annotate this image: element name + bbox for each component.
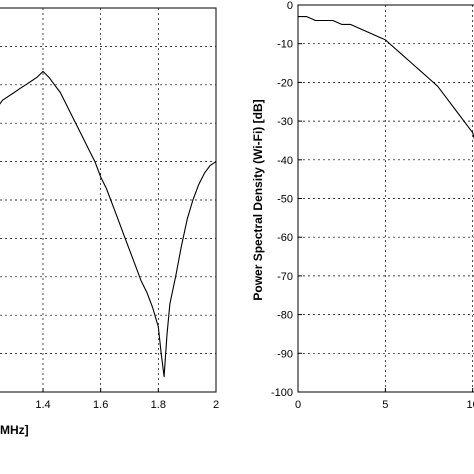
right-y-tick-label: -50 [277,194,293,206]
right-y-tick-label: -80 [277,310,293,322]
right-y-tick-label: -30 [277,116,293,128]
right-x-tick-label: 0 [295,399,301,411]
right-y-tick-label: -100 [271,387,293,399]
right-x-tick-label: 10 [467,399,474,411]
left-x-tick-label: 2 [213,399,219,411]
right-y-tick-label: -10 [277,39,293,51]
left-chart-panel: 1.21.41.61.82 MHz] [0,7,219,437]
right-y-tick-label: 0 [287,0,293,12]
left-plot-frame [0,7,217,393]
right-grid [298,5,474,392]
left-x-tick-label: 1.4 [35,399,50,411]
right-series-line [298,16,474,140]
right-x-tick-labels: 0 5 10 [295,388,474,411]
right-y-tick-label: -40 [277,155,293,167]
right-y-tick-labels: 0 -10 -20 -30 -40 -50 -60 -70 -80 -90 -100 [271,0,302,399]
right-y-tick-label: -60 [277,232,293,244]
right-y-tick-label: -90 [277,348,293,360]
right-y-axis-label: Power Spectral Density (Wi-Fi) [dB] [251,99,265,300]
left-x-axis-label: MHz] [0,423,29,437]
right-y-tick-label: -20 [277,77,293,89]
left-grid [0,8,216,392]
left-x-tick-label: 1.6 [93,399,108,411]
left-x-tick-label: 1.8 [151,399,166,411]
right-chart-panel: 0 -10 -20 -30 -40 -50 -60 -70 -80 -90 -100 0 5 10 Po… [251,0,474,411]
right-x-tick-label: 5 [382,399,388,411]
right-y-tick-label: -70 [277,271,293,283]
left-x-tick-labels: 1.21.41.61.82 [35,388,219,411]
left-series-line [0,70,217,378]
